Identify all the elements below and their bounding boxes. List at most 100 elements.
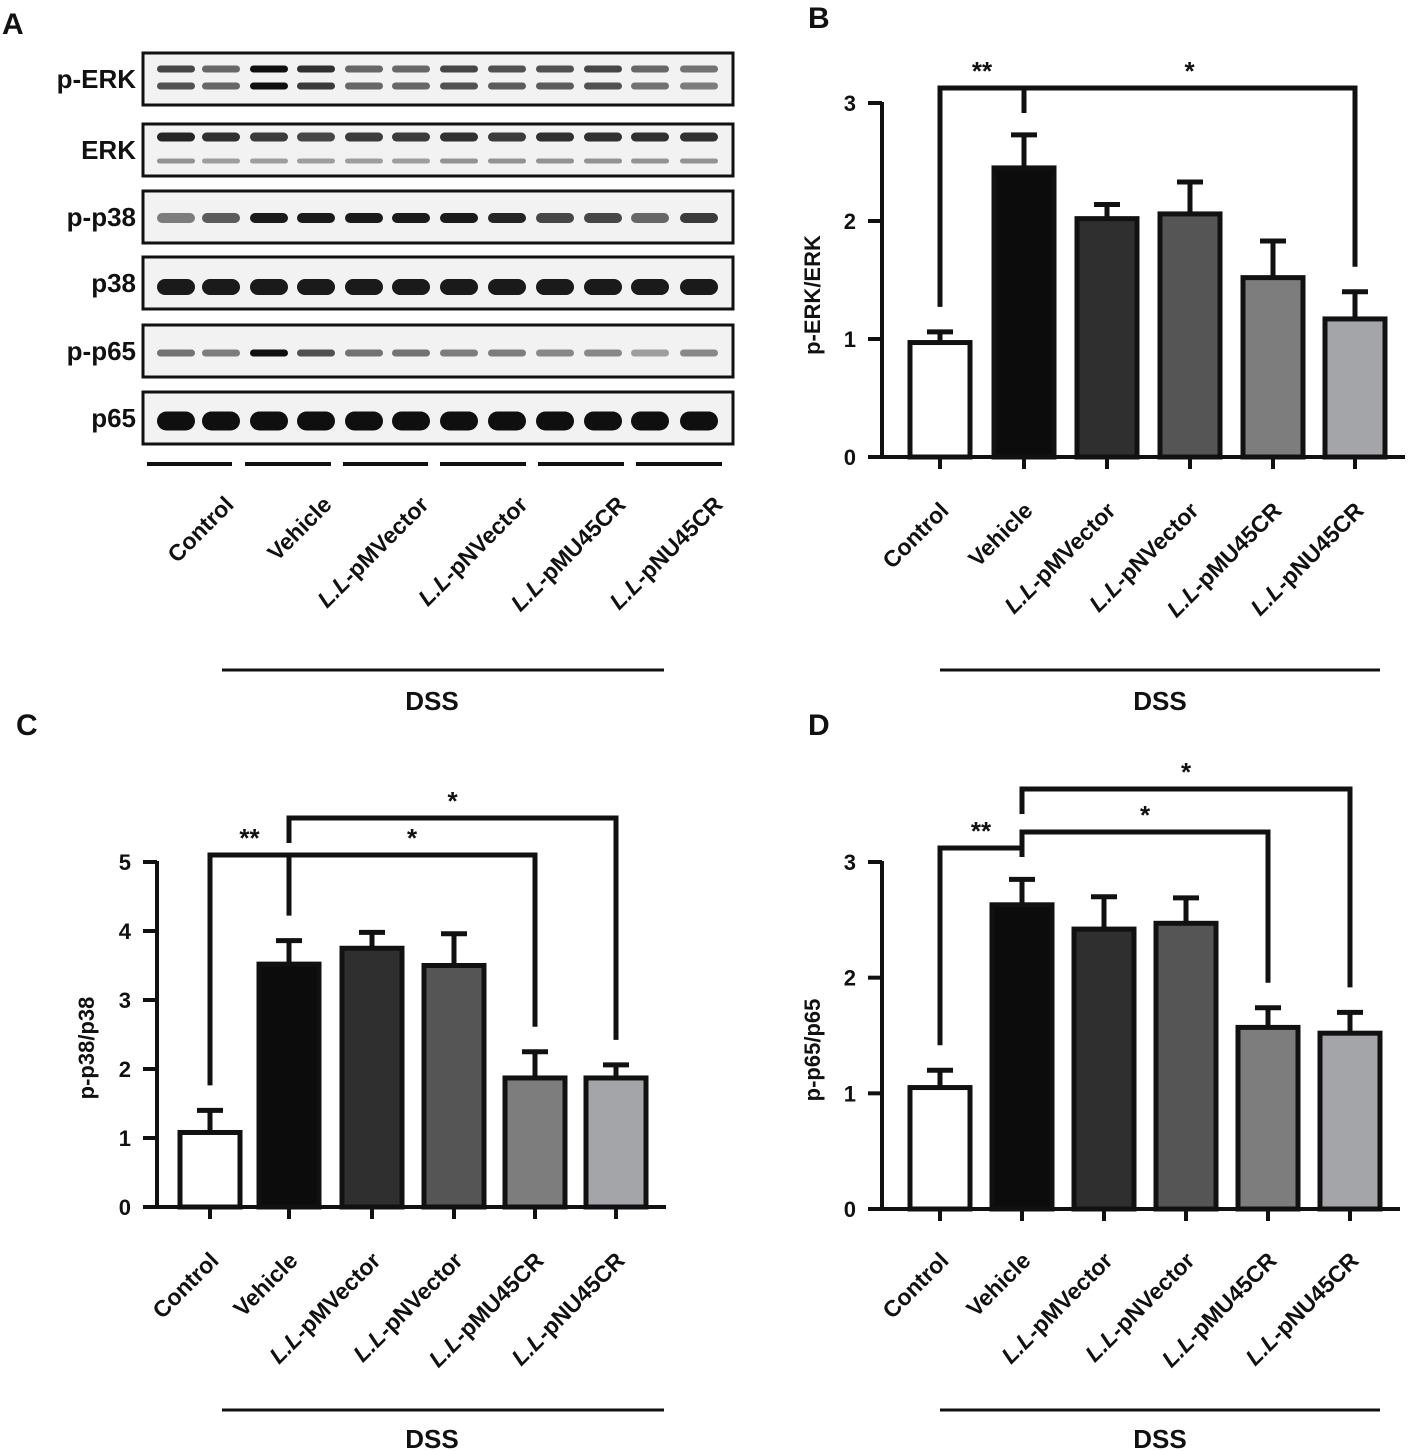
blot-band	[440, 82, 478, 90]
blot-band	[392, 158, 430, 164]
bar	[583, 1075, 649, 1210]
dss-label: DSS	[1133, 686, 1186, 716]
blot-panel: A p-ERK ERK p-p38 p38 p-p65 p65 Control Vehicle…	[2, 8, 735, 716]
blot-band	[202, 132, 240, 142]
significance-bracket	[286, 815, 619, 1040]
blot-band	[488, 132, 526, 142]
blot-band	[488, 213, 526, 223]
blot-band	[680, 213, 718, 223]
blot-band	[584, 132, 622, 142]
blot-band	[680, 411, 718, 431]
bar	[1153, 920, 1219, 1212]
blot-band	[680, 82, 718, 90]
y-tick-label: 3	[844, 91, 856, 116]
blot-band	[536, 65, 574, 73]
y-tick-label: 2	[844, 966, 856, 991]
blot-band	[536, 213, 574, 223]
y-tick-label: 0	[844, 445, 856, 470]
significance-label: **	[239, 823, 260, 853]
blot-band	[202, 279, 240, 295]
y-tick-label: 1	[844, 1081, 856, 1106]
blot-band	[440, 132, 478, 142]
blot-band	[392, 213, 430, 223]
blot-band	[157, 158, 195, 164]
bar	[339, 945, 405, 1210]
blot-band	[157, 411, 195, 431]
significance-label: **	[971, 816, 992, 846]
y-tick-label: 2	[119, 1057, 131, 1082]
blot-band	[584, 279, 622, 295]
blot-band	[631, 82, 669, 90]
blot-band	[250, 213, 288, 223]
blot-band	[440, 65, 478, 73]
blot-band	[488, 82, 526, 90]
blot-band	[680, 158, 718, 164]
bar	[1240, 275, 1306, 460]
y-tick-label: 5	[119, 850, 131, 875]
blot-band	[631, 65, 669, 73]
bar	[1322, 316, 1388, 460]
blot-band	[488, 65, 526, 73]
blot-band	[392, 349, 430, 357]
category-label-text: Vehicle	[228, 1247, 302, 1321]
dss-label: DSS	[405, 686, 458, 716]
blot-row-label: p-ERK	[57, 64, 137, 94]
blot-band	[202, 349, 240, 357]
blot-row-label: p-p38	[67, 202, 136, 232]
blot-band	[440, 158, 478, 164]
y-tick-label: 3	[119, 988, 131, 1013]
category-label-text: -pNU45CR	[1270, 497, 1369, 596]
blot-band	[345, 213, 383, 223]
bar	[421, 963, 487, 1210]
significance-bracket	[1021, 85, 1358, 267]
blot-band	[297, 213, 335, 223]
blot-band	[536, 349, 574, 357]
bar	[1074, 216, 1140, 460]
panel-label-d: D	[808, 709, 830, 742]
category-label: Vehicle	[961, 1247, 1035, 1321]
blot-band	[680, 349, 718, 357]
dss-label: DSS	[405, 1424, 458, 1451]
blot-row-label: ERK	[81, 135, 136, 165]
category-label-text: Vehicle	[262, 491, 336, 565]
blot-band	[488, 411, 526, 431]
blot-band	[202, 213, 240, 223]
blot-band	[297, 279, 335, 295]
significance-bracket	[1019, 786, 1353, 988]
category-label: Control	[162, 491, 238, 567]
bar	[907, 1085, 973, 1212]
blot-band	[631, 411, 669, 431]
blot-band	[631, 213, 669, 223]
y-tick-label: 0	[844, 1197, 856, 1222]
blot-band	[345, 132, 383, 142]
blot-strip	[141, 122, 735, 178]
blot-band	[631, 279, 669, 295]
blot-band	[297, 82, 335, 90]
blot-band	[536, 411, 574, 431]
dss-label: DSS	[1133, 1424, 1186, 1451]
category-label-text: Vehicle	[961, 1247, 1035, 1321]
blot-band	[202, 65, 240, 73]
significance-label: *	[1184, 56, 1195, 86]
blot-band	[297, 349, 335, 357]
significance-bracket	[1019, 829, 1271, 983]
bar	[502, 1075, 568, 1210]
y-tick-label: 0	[119, 1195, 131, 1220]
bar	[1157, 211, 1223, 460]
category-label-text: -pMVector	[337, 491, 434, 588]
panel-label-c: C	[16, 709, 38, 742]
category-label: Control	[877, 1247, 953, 1323]
category-label-text: -pNU45CR	[531, 1247, 630, 1346]
category-label-text: Vehicle	[963, 497, 1037, 571]
blot-band	[584, 82, 622, 90]
significance-bracket	[207, 852, 292, 1086]
blot-row-label: p38	[91, 268, 136, 298]
blot-band	[440, 411, 478, 431]
blot-band	[392, 411, 430, 431]
panel-label-b: B	[808, 2, 830, 35]
significance-label: *	[1140, 800, 1151, 830]
category-label-text: -pMU45CR	[530, 491, 631, 592]
